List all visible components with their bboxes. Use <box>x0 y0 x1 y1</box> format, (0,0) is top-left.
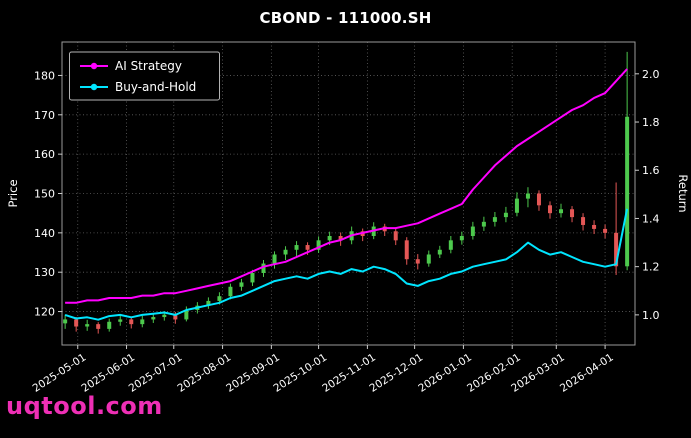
svg-text:180: 180 <box>34 69 55 82</box>
axis-titles: Price Return <box>6 174 690 212</box>
svg-text:2025-10-01: 2025-10-01 <box>272 351 330 394</box>
svg-text:130: 130 <box>34 266 55 279</box>
svg-text:170: 170 <box>34 109 55 122</box>
watermark: uqtool.com <box>6 392 163 420</box>
candles-layer <box>63 51 630 334</box>
svg-text:2026-01-01: 2026-01-01 <box>416 351 474 394</box>
svg-text:2025-05-01: 2025-05-01 <box>31 351 89 394</box>
svg-text:1.0: 1.0 <box>642 309 660 322</box>
x-axis-labels: 2025-05-012025-06-012025-07-012025-08-01… <box>31 345 616 395</box>
svg-text:2025-07-01: 2025-07-01 <box>127 351 185 394</box>
svg-text:160: 160 <box>34 148 55 161</box>
svg-text:1.6: 1.6 <box>642 164 660 177</box>
svg-text:1.8: 1.8 <box>642 116 660 129</box>
series-ai-strategy <box>65 68 628 304</box>
price-tick-labels: 120 130 140 150 160 170 180 <box>34 69 62 319</box>
chart-title: CBOND - 111000.SH <box>259 9 432 27</box>
svg-text:150: 150 <box>34 188 55 201</box>
series-buy-and-hold <box>64 208 629 321</box>
svg-text:1.4: 1.4 <box>642 212 660 225</box>
svg-text:2.0: 2.0 <box>642 68 660 81</box>
legend-label: Buy-and-Hold <box>115 80 196 94</box>
svg-text:1.2: 1.2 <box>642 261 660 274</box>
svg-text:2026-04-01: 2026-04-01 <box>558 351 616 394</box>
y-axis-label-return: Return <box>676 174 690 212</box>
y-axis-label-price: Price <box>6 179 20 207</box>
svg-text:120: 120 <box>34 306 55 319</box>
legend-label: AI Strategy <box>115 59 182 73</box>
svg-text:140: 140 <box>34 227 55 240</box>
svg-text:2025-12-01: 2025-12-01 <box>368 351 426 394</box>
svg-text:2025-08-01: 2025-08-01 <box>175 351 233 394</box>
legend: AI Strategy Buy-and-Hold <box>69 51 220 101</box>
return-tick-labels: 1.0 1.2 1.4 1.6 1.8 2.0 <box>635 68 660 322</box>
